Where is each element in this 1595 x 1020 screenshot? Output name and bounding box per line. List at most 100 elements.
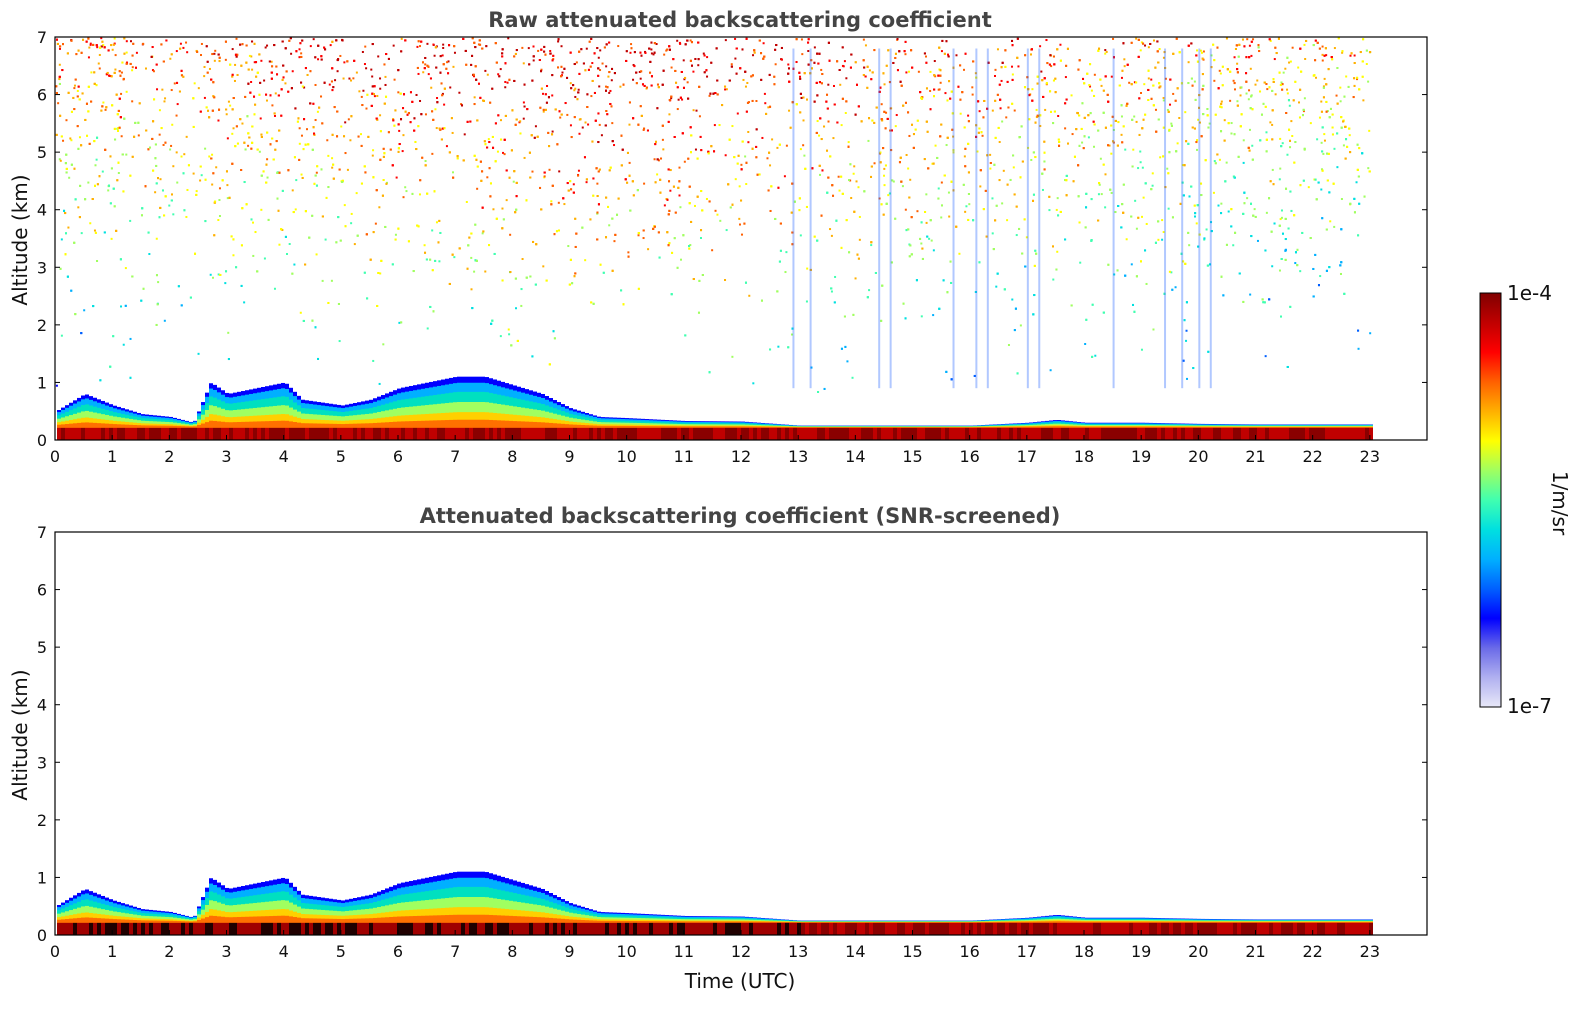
heatmap-cell — [453, 51, 456, 54]
heatmap-cell — [1289, 425, 1293, 427]
heatmap-cell — [365, 419, 369, 424]
heatmap-cell — [940, 181, 943, 184]
heatmap-cell — [873, 427, 877, 440]
heatmap-cell — [627, 251, 630, 254]
heatmap-cell — [1219, 72, 1222, 75]
heatmap-cell — [449, 392, 453, 404]
heatmap-cell — [646, 86, 649, 89]
heatmap-cell — [161, 427, 165, 440]
heatmap-cell — [1305, 427, 1309, 440]
heatmap-cell — [116, 127, 119, 130]
heatmap-cell — [763, 92, 766, 95]
heatmap-cell — [1041, 427, 1045, 440]
heatmap-cell — [661, 425, 665, 427]
heatmap-cell — [231, 132, 234, 135]
heatmap-cell — [1093, 424, 1097, 426]
heatmap-cell — [809, 427, 813, 440]
heatmap-cell — [1158, 48, 1161, 51]
heatmap-cell — [1055, 208, 1058, 211]
heatmap-cell — [1001, 426, 1005, 428]
heatmap-cell — [181, 422, 185, 425]
heatmap-cell — [1009, 425, 1013, 427]
heatmap-cell — [501, 381, 505, 388]
heatmap-cell — [517, 398, 521, 408]
heatmap-cell — [761, 423, 765, 425]
heatmap-cell — [499, 335, 502, 338]
heatmap-cell — [445, 378, 449, 386]
heatmap-cell — [487, 138, 490, 141]
heatmap-cell — [507, 328, 510, 331]
heatmap-cell — [175, 151, 178, 154]
heatmap-cell — [663, 53, 666, 56]
heatmap-cell — [901, 427, 905, 428]
heatmap-cell — [517, 415, 521, 422]
heatmap-cell — [573, 421, 577, 426]
heatmap-cell — [1137, 424, 1141, 426]
heatmap-cell — [1164, 77, 1167, 80]
heatmap-cell — [344, 121, 347, 124]
heatmap-cell — [285, 383, 289, 390]
heatmap-cell — [633, 421, 637, 424]
heatmap-cell — [365, 427, 369, 440]
heatmap-cell — [73, 419, 77, 424]
heatmap-cell — [745, 183, 748, 186]
heatmap-cell — [155, 237, 158, 240]
heatmap-cell — [185, 215, 188, 218]
heatmap-cell — [1109, 425, 1113, 428]
heatmap-cell — [77, 406, 81, 414]
heatmap-cell — [797, 427, 801, 440]
heatmap-cell — [447, 60, 450, 63]
heatmap-cell — [661, 419, 665, 422]
heatmap-cell — [284, 82, 287, 85]
heatmap-cell — [1017, 424, 1021, 426]
heatmap-cell — [901, 185, 904, 188]
heatmap-cell — [1169, 423, 1173, 426]
heatmap-cell — [1184, 111, 1187, 114]
heatmap-cell — [1341, 51, 1344, 54]
heatmap-cell — [164, 97, 167, 100]
heatmap-cell — [226, 197, 229, 200]
heatmap-cell — [261, 427, 265, 440]
heatmap-cell — [1073, 422, 1077, 424]
heatmap-cell — [197, 416, 201, 420]
heatmap-cell — [959, 112, 962, 115]
heatmap-cell — [607, 75, 610, 78]
heatmap-cell — [761, 136, 764, 139]
heatmap-cell — [65, 424, 69, 428]
heatmap-cell — [229, 427, 233, 440]
heatmap-cell — [497, 420, 501, 428]
heatmap-cell — [249, 421, 253, 428]
heatmap-cell — [249, 427, 253, 440]
heatmap-cell — [713, 124, 716, 127]
heatmap-cell — [401, 427, 405, 440]
heatmap-cell — [1201, 425, 1205, 427]
heatmap-cell — [858, 215, 861, 218]
heatmap-cell — [226, 137, 229, 140]
heatmap-cell — [713, 423, 717, 425]
heatmap-cell — [600, 134, 603, 137]
heatmap-cell — [1145, 425, 1149, 427]
heatmap-cell — [827, 83, 830, 86]
heatmap-cell — [1220, 202, 1223, 205]
heatmap-cell — [532, 59, 535, 62]
heatmap-cell — [353, 410, 357, 416]
heatmap-cell — [1057, 426, 1061, 428]
heatmap-cell — [1117, 424, 1121, 426]
heatmap-cell — [362, 89, 365, 92]
heatmap-cell — [665, 423, 669, 426]
heatmap-cell — [505, 405, 509, 415]
heatmap-cell — [77, 397, 81, 402]
heatmap-cell — [1017, 65, 1020, 68]
heatmap-cell — [241, 391, 245, 396]
heatmap-cell — [260, 208, 263, 211]
heatmap-cell — [445, 427, 449, 440]
heatmap-cell — [989, 425, 993, 428]
heatmap-cell — [1073, 425, 1077, 427]
heatmap-cell — [1353, 54, 1356, 57]
heatmap-cell — [89, 399, 93, 406]
heatmap-cell — [693, 426, 697, 428]
heatmap-cell — [829, 427, 833, 440]
heatmap-cell — [973, 427, 977, 440]
heatmap-cell — [253, 415, 257, 423]
heatmap-cell — [1061, 421, 1065, 423]
